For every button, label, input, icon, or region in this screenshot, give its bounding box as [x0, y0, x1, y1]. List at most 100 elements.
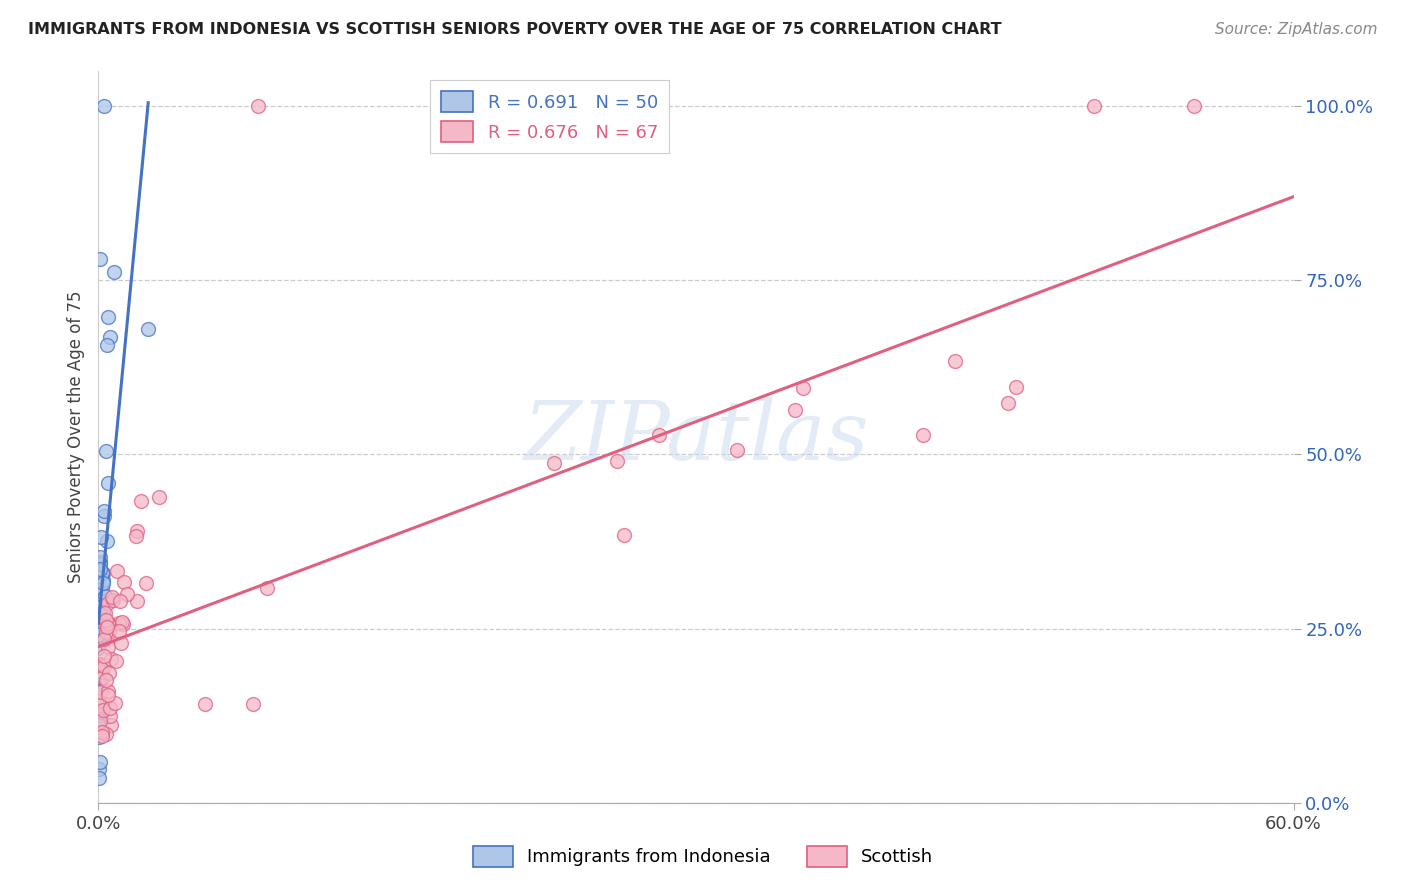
Point	[1182, 99, 1205, 113]
Point	[93, 99, 115, 113]
Point	[101, 590, 124, 604]
Point	[101, 592, 124, 607]
Point	[89, 657, 111, 672]
Point	[90, 628, 112, 642]
Point	[613, 528, 636, 542]
Point	[136, 322, 159, 336]
Point	[89, 657, 111, 672]
Point	[148, 491, 170, 505]
Point	[89, 698, 111, 712]
Point	[111, 615, 134, 630]
Point	[89, 621, 111, 635]
Point	[93, 509, 115, 524]
Point	[94, 606, 117, 620]
Point	[89, 568, 111, 582]
Point	[89, 555, 111, 569]
Point	[97, 310, 120, 324]
Legend: Immigrants from Indonesia, Scottish: Immigrants from Indonesia, Scottish	[465, 838, 941, 874]
Point	[97, 615, 120, 630]
Point	[94, 613, 117, 627]
Point	[91, 566, 114, 580]
Point	[94, 727, 117, 741]
Point	[91, 581, 114, 595]
Point	[246, 99, 269, 113]
Point	[93, 605, 115, 619]
Point	[89, 614, 111, 628]
Point	[90, 668, 112, 682]
Point	[94, 444, 117, 458]
Point	[543, 456, 565, 470]
Point	[256, 581, 278, 595]
Point	[98, 665, 121, 680]
Point	[1005, 380, 1028, 394]
Point	[89, 755, 111, 769]
Point	[125, 524, 148, 538]
Point	[89, 549, 111, 564]
Point	[91, 725, 114, 739]
Point	[87, 607, 110, 621]
Text: Source: ZipAtlas.com: Source: ZipAtlas.com	[1215, 22, 1378, 37]
Point	[98, 709, 121, 723]
Point	[98, 700, 121, 714]
Point	[93, 659, 115, 673]
Y-axis label: Seniors Poverty Over the Age of 75: Seniors Poverty Over the Age of 75	[66, 291, 84, 583]
Point	[242, 697, 264, 711]
Point	[89, 671, 111, 685]
Point	[91, 703, 114, 717]
Point	[87, 772, 110, 786]
Point	[945, 354, 967, 368]
Point	[606, 454, 628, 468]
Point	[89, 714, 111, 728]
Point	[97, 684, 120, 698]
Point	[90, 712, 112, 726]
Point	[97, 596, 120, 610]
Point	[97, 640, 120, 655]
Point	[98, 330, 121, 344]
Point	[104, 696, 127, 710]
Point	[997, 396, 1019, 410]
Point	[91, 575, 114, 590]
Point	[110, 636, 132, 650]
Point	[90, 685, 112, 699]
Point	[117, 587, 139, 601]
Point	[89, 252, 111, 267]
Point	[1083, 99, 1105, 113]
Point	[912, 427, 935, 442]
Point	[89, 562, 111, 576]
Point	[125, 594, 148, 608]
Point	[87, 703, 110, 717]
Point	[89, 557, 111, 571]
Text: IMMIGRANTS FROM INDONESIA VS SCOTTISH SENIORS POVERTY OVER THE AGE OF 75 CORRELA: IMMIGRANTS FROM INDONESIA VS SCOTTISH SE…	[28, 22, 1001, 37]
Point	[97, 688, 120, 702]
Point	[91, 574, 114, 588]
Point	[94, 589, 117, 603]
Point	[107, 624, 129, 638]
Point	[97, 475, 120, 490]
Point	[125, 529, 148, 543]
Point	[194, 697, 217, 711]
Point	[90, 707, 112, 722]
Point	[105, 654, 128, 668]
Point	[792, 381, 814, 395]
Text: ZIPatlas: ZIPatlas	[523, 397, 869, 477]
Point	[135, 575, 157, 590]
Point	[103, 265, 125, 279]
Point	[108, 594, 131, 608]
Point	[96, 534, 118, 549]
Point	[93, 671, 115, 685]
Point	[93, 632, 115, 646]
Point	[87, 730, 110, 744]
Point	[87, 628, 110, 642]
Point	[87, 694, 110, 708]
Point	[94, 624, 117, 639]
Point	[96, 337, 118, 351]
Point	[90, 730, 112, 744]
Point	[89, 604, 111, 618]
Point	[94, 673, 117, 687]
Point	[725, 443, 748, 458]
Point	[87, 641, 110, 656]
Point	[100, 717, 122, 731]
Point	[105, 565, 128, 579]
Point	[108, 616, 131, 631]
Point	[87, 718, 110, 732]
